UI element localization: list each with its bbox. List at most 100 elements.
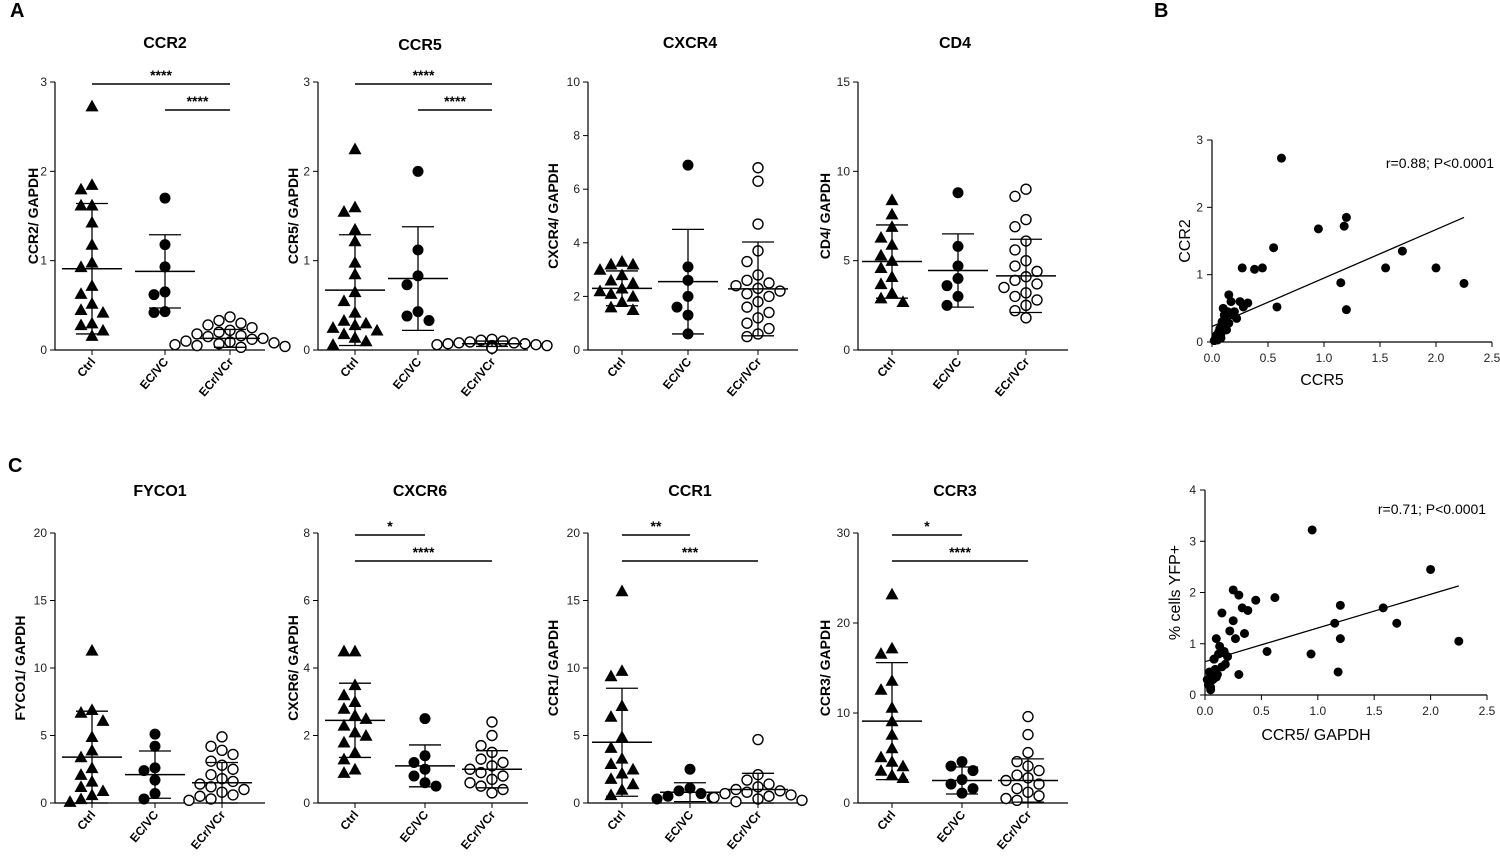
x-tick-label: Ctrl — [604, 808, 628, 833]
x-tick-label: EC/VC — [934, 808, 969, 845]
data-point — [1335, 600, 1345, 610]
data-point — [1009, 190, 1021, 203]
data-point — [74, 792, 88, 805]
data-point — [1239, 629, 1249, 638]
data-point — [74, 780, 88, 792]
significance-label: **** — [187, 93, 209, 109]
significance-label: **** — [413, 67, 435, 83]
y-tick-label: 4 — [573, 236, 580, 250]
panel-label-b: B — [1154, 0, 1168, 22]
data-point — [1243, 298, 1253, 308]
data-point — [626, 276, 640, 289]
data-point — [497, 783, 509, 796]
x-tick-label: 1.5 — [1372, 351, 1389, 365]
x-tick-label: ECr/VCr — [724, 808, 765, 853]
data-point — [337, 314, 351, 326]
x-tick-label: EC/VC — [390, 355, 425, 392]
data-point — [85, 643, 99, 656]
data-point — [896, 771, 910, 783]
y-tick-label: 5 — [40, 729, 47, 743]
data-point — [508, 337, 520, 349]
data-point — [1339, 221, 1349, 231]
x-tick-label: 0.5 — [1253, 704, 1270, 718]
data-point — [235, 317, 247, 329]
data-point — [874, 230, 888, 243]
data-point — [615, 664, 629, 676]
y-tick-label: 0 — [1189, 688, 1196, 702]
data-point — [604, 757, 618, 770]
y-tick-label: 0 — [843, 343, 850, 357]
chart-title: CCR2 — [143, 35, 187, 52]
data-point — [337, 735, 351, 748]
data-point — [475, 753, 487, 765]
data-point — [96, 305, 110, 318]
data-point — [541, 339, 553, 352]
chart-ccr2: CCR2 CCR2/ GAPDH 0 1 2 3 Ctrl EC/VC ECr/VCr **** *… — [25, 35, 291, 399]
data-point — [1223, 652, 1233, 662]
data-point — [1211, 672, 1221, 682]
data-point — [1333, 667, 1343, 677]
data-point — [604, 741, 618, 753]
data-point — [1009, 244, 1021, 256]
y-axis-label: % cells YFP+ — [1167, 545, 1184, 640]
data-point — [183, 794, 195, 806]
data-point — [1225, 626, 1235, 636]
data-point — [593, 263, 607, 275]
data-point — [227, 789, 239, 801]
data-point — [1230, 634, 1240, 644]
y-tick-label: 6 — [573, 182, 580, 196]
y-tick-label: 10 — [837, 164, 851, 178]
y-tick-label: 2 — [40, 164, 47, 178]
data-point — [74, 198, 88, 211]
data-point — [1011, 769, 1023, 781]
y-tick-label: 20 — [34, 526, 48, 540]
data-point — [626, 777, 640, 790]
data-point — [1257, 263, 1267, 273]
data-point — [885, 193, 899, 206]
data-point — [626, 303, 640, 315]
x-tick-label: 2.5 — [1484, 351, 1500, 365]
data-point — [741, 255, 753, 268]
data-point — [246, 321, 258, 334]
data-point — [227, 763, 239, 775]
data-point — [348, 222, 362, 235]
data-point — [1228, 616, 1238, 626]
data-point — [74, 768, 88, 780]
data-point — [752, 733, 764, 746]
data-point — [682, 159, 694, 171]
data-point — [763, 322, 775, 335]
y-tick-label: 10 — [34, 661, 48, 675]
y-tick-label: 15 — [567, 594, 581, 608]
data-point — [1251, 595, 1261, 605]
data-point — [486, 729, 498, 742]
chart-ccr1: CCR1 CCR1/ GAPDH 0 5 10 15 20 Ctrl EC/VC ECr/VCr *… — [545, 483, 808, 853]
data-point — [224, 311, 236, 323]
data-point — [96, 714, 110, 726]
data-point — [74, 182, 88, 195]
data-point — [741, 274, 753, 287]
x-tick-label: ECr/VCr — [994, 808, 1035, 853]
chart-ccr5: CCR5 CCR5/ GAPDH 0 1 2 3 Ctrl EC/VC ECr/VCr **** *… — [285, 37, 553, 399]
chart-cd4: CD4 CD4/ GAPDH 0 5 10 15 Ctrl EC/VC ECr/VCr — [817, 35, 1068, 399]
y-tick-label: 0 — [303, 796, 310, 810]
data-point — [205, 793, 217, 805]
data-point — [497, 770, 509, 782]
data-point — [874, 750, 888, 763]
data-point — [1234, 590, 1244, 600]
x-tick-label: 0.0 — [1197, 704, 1214, 718]
data-point — [1336, 278, 1346, 288]
x-tick-label: 1.0 — [1316, 351, 1333, 365]
data-point — [763, 778, 775, 790]
x-tick-label: ECr/VCr — [188, 808, 229, 853]
data-point — [1234, 670, 1244, 679]
data-point — [1313, 224, 1323, 234]
data-point — [1341, 305, 1351, 315]
data-point — [486, 716, 498, 728]
data-point — [752, 175, 764, 187]
data-point — [1216, 333, 1226, 343]
y-axis-label: CCR3/ GAPDH — [817, 620, 833, 716]
data-point — [359, 334, 373, 347]
data-point — [1209, 654, 1219, 664]
data-point — [1341, 212, 1351, 222]
y-tick-label: 1 — [1196, 268, 1203, 282]
